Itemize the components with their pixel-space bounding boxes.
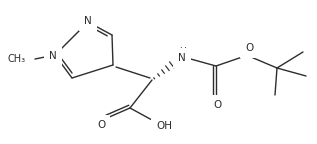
Text: CH₃: CH₃ bbox=[8, 54, 26, 64]
Text: N: N bbox=[49, 51, 57, 61]
Text: O: O bbox=[97, 120, 105, 130]
Text: N: N bbox=[178, 53, 186, 63]
Text: OH: OH bbox=[156, 121, 172, 131]
Text: O: O bbox=[213, 100, 221, 110]
Text: H: H bbox=[178, 47, 185, 55]
Text: O: O bbox=[245, 43, 253, 53]
Text: N: N bbox=[84, 16, 92, 26]
